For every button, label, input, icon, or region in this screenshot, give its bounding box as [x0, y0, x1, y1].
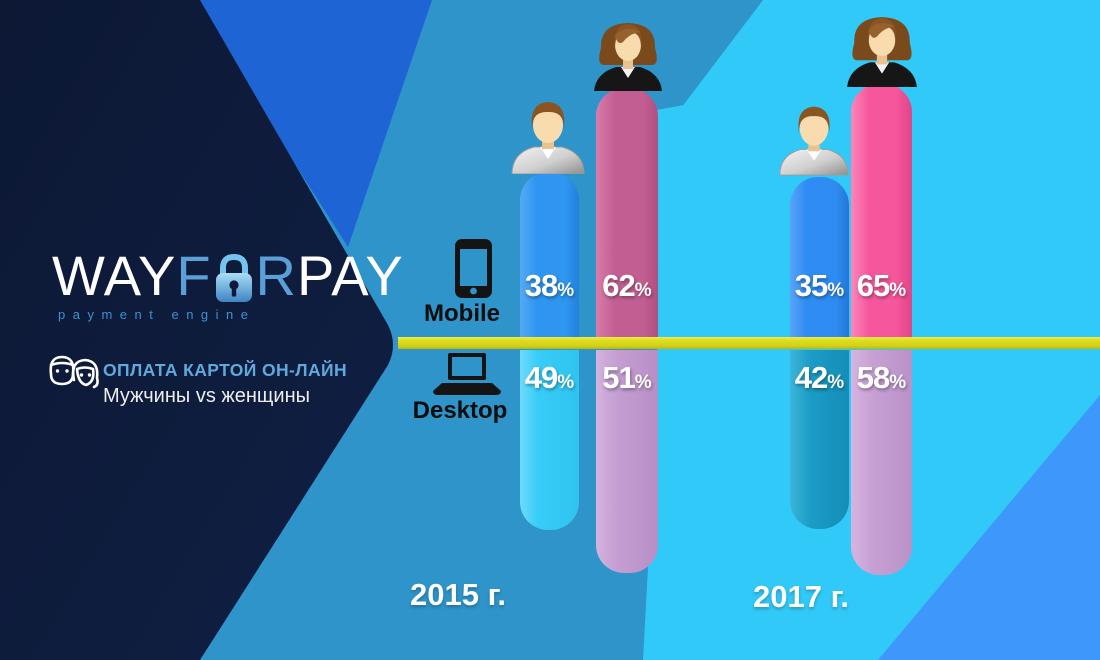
mobile-desktop-divider-line	[398, 337, 1100, 349]
bar-2017-desktop-female	[851, 350, 912, 575]
female-avatar-icon	[594, 23, 662, 91]
logo-tagline: payment engine	[58, 307, 256, 322]
value-2017-mobile-male: 35%	[790, 268, 849, 304]
percent-sign: %	[557, 372, 575, 393]
value-number: 51	[602, 360, 635, 395]
navy-chevron-panel	[0, 0, 393, 660]
female-avatar-icon	[847, 17, 917, 87]
value-number: 38	[524, 268, 558, 303]
percent-sign: %	[889, 372, 907, 393]
value-2015-desktop-male: 49%	[520, 360, 579, 396]
percent-sign: %	[827, 280, 845, 301]
laptop-icon	[433, 353, 501, 395]
padlock-icon	[215, 253, 252, 302]
value-2015-desktop-female: 51%	[596, 360, 658, 396]
value-number: 42	[794, 360, 828, 395]
percent-sign: %	[827, 372, 845, 393]
percent-sign: %	[634, 372, 652, 393]
value-number: 49	[524, 360, 558, 395]
percent-sign: %	[889, 280, 907, 301]
desktop-label: Desktop	[412, 397, 508, 424]
royal-blue-corner	[878, 395, 1100, 660]
year-label-2017: 2017 г.	[753, 579, 849, 614]
year-label-2015: 2015 г.	[410, 577, 506, 612]
infographic-title: ОПЛАТА КАРТОЙ ОН-ЛАЙН	[103, 360, 348, 380]
value-2017-desktop-male: 42%	[790, 360, 849, 396]
logo-way: WAY	[52, 244, 177, 307]
logo-pay: PAY	[297, 244, 404, 307]
male-avatar-icon	[511, 102, 585, 174]
bar-2015-mobile-female	[596, 88, 658, 337]
percent-sign: %	[557, 280, 575, 301]
bar-2015-desktop-male	[520, 350, 579, 530]
value-2017-desktop-female: 58%	[851, 360, 912, 396]
wayforpay-logo: WAY F R PAY	[52, 248, 404, 304]
percent-sign: %	[634, 280, 652, 301]
couple-icon	[49, 355, 99, 389]
bar-2017-mobile-female	[851, 84, 912, 337]
value-2015-mobile-female: 62%	[596, 268, 658, 304]
value-2017-mobile-female: 65%	[851, 268, 912, 304]
royal-blue-wedge	[190, 0, 432, 247]
bar-2015-desktop-female	[596, 350, 658, 573]
value-number: 62	[602, 268, 635, 303]
value-number: 58	[856, 360, 890, 395]
logo-r: R	[255, 244, 297, 307]
logo-f: F	[176, 244, 212, 307]
male-avatar-icon	[779, 106, 849, 176]
value-number: 65	[856, 268, 890, 303]
bar-2017-desktop-male	[790, 350, 849, 529]
value-2015-mobile-male: 38%	[520, 268, 579, 304]
mobile-label: Mobile	[424, 300, 500, 327]
bar-2015-mobile-male	[520, 172, 579, 337]
bar-2017-mobile-male	[790, 177, 849, 337]
value-number: 35	[794, 268, 828, 303]
smartphone-icon	[455, 239, 492, 298]
infographic-subtitle: Мужчины vs женщины	[103, 385, 310, 407]
